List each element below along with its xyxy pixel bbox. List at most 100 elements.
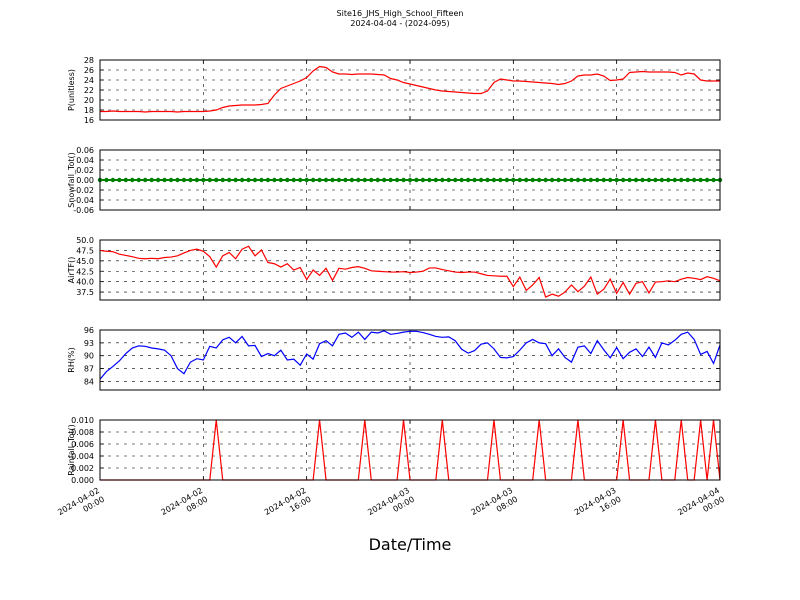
- x-axis-label: Date/Time: [369, 535, 452, 554]
- data-point: [259, 177, 264, 183]
- data-point: [272, 177, 277, 183]
- data-point: [433, 177, 439, 183]
- y-tick-label: -0.02: [73, 186, 94, 195]
- data-point: [498, 177, 503, 183]
- data-point: [485, 177, 490, 183]
- data-point: [278, 177, 284, 183]
- data-point: [291, 177, 296, 183]
- data-point: [627, 177, 632, 183]
- data-point: [646, 177, 652, 183]
- y-tick-label: 0.006: [71, 440, 94, 449]
- data-point: [672, 177, 677, 183]
- data-point: [356, 177, 361, 183]
- y-tick-label: 0.02: [76, 166, 94, 175]
- y-tick-label: 47.5: [76, 246, 94, 255]
- data-point: [407, 177, 413, 183]
- data-point: [588, 177, 594, 183]
- data-point: [214, 177, 219, 183]
- y-tick-label: 0.010: [71, 416, 94, 425]
- y-tick-label: 42.5: [76, 267, 94, 276]
- y-tick-label: 50.0: [76, 236, 94, 245]
- data-point: [162, 177, 167, 183]
- data-point: [123, 177, 129, 183]
- data-point: [117, 177, 122, 183]
- data-point: [640, 177, 645, 183]
- data-point: [704, 177, 710, 183]
- data-point: [201, 177, 206, 183]
- data-point: [666, 177, 671, 183]
- y-tick-label: 0.000: [71, 476, 94, 485]
- data-point: [188, 177, 193, 183]
- y-tick-label: 0.008: [71, 428, 94, 437]
- plot-frame: [99, 59, 721, 121]
- data-point: [369, 177, 374, 183]
- data-point: [504, 177, 510, 183]
- data-point: [440, 177, 445, 183]
- x-tick-label: 2024-04-0400:00: [676, 486, 726, 526]
- data-line: [100, 65, 720, 113]
- y-tick-label: 40.0: [76, 278, 94, 287]
- data-point: [530, 177, 535, 183]
- x-tick-label: 2024-04-0216:00: [263, 486, 313, 526]
- y-tick-label: 45.0: [76, 257, 94, 266]
- y-axis-label: RH(%): [67, 347, 76, 372]
- data-point: [414, 177, 419, 183]
- x-tick-label: 2024-04-0208:00: [160, 486, 210, 526]
- data-point: [633, 177, 639, 183]
- data-point: [601, 177, 606, 183]
- data-point: [543, 177, 548, 183]
- x-tick-label: 2024-04-0308:00: [470, 486, 520, 526]
- plot-frame: [99, 149, 721, 211]
- y-tick-label: 16: [84, 116, 94, 125]
- chart-title: Site16_JHS_High_School_Fifteen: [337, 9, 464, 18]
- y-axis-label: Rainfall_Tot(): [67, 424, 76, 476]
- data-point: [653, 177, 658, 183]
- data-point: [620, 177, 626, 183]
- y-tick-label: 0.06: [76, 146, 94, 155]
- data-point: [517, 177, 522, 183]
- y-tick-label: 0.00: [76, 176, 94, 185]
- y-tick-label: 28: [84, 56, 94, 65]
- y-tick-label: -0.04: [73, 196, 94, 205]
- data-point: [104, 177, 109, 183]
- y-tick-label: -0.06: [73, 206, 94, 215]
- data-point: [511, 177, 516, 183]
- data-point: [317, 177, 322, 183]
- y-tick-label: 93: [84, 339, 94, 348]
- data-point: [143, 177, 148, 183]
- data-point: [310, 177, 316, 183]
- data-point: [420, 177, 426, 183]
- y-tick-label: 84: [84, 377, 94, 386]
- data-point: [569, 177, 574, 183]
- data-point: [110, 177, 116, 183]
- data-point: [711, 177, 716, 183]
- data-point: [181, 177, 187, 183]
- data-point: [330, 177, 335, 183]
- data-point: [465, 177, 471, 183]
- data-point: [323, 177, 329, 183]
- data-point: [478, 177, 484, 183]
- data-point: [168, 177, 174, 183]
- data-point: [549, 177, 555, 183]
- data-point: [375, 177, 380, 183]
- y-tick-label: 0.002: [71, 464, 94, 473]
- y-tick-label: 18: [84, 106, 94, 115]
- data-point: [595, 177, 600, 183]
- data-point: [472, 177, 477, 183]
- data-point: [298, 177, 303, 183]
- x-tick-label: 2024-04-0316:00: [573, 486, 623, 526]
- data-point: [536, 177, 542, 183]
- data-point: [304, 177, 309, 183]
- data-point: [459, 177, 464, 183]
- data-point: [175, 177, 180, 183]
- data-point: [239, 177, 245, 183]
- y-tick-label: 24: [84, 76, 94, 85]
- data-point: [226, 177, 232, 183]
- data-point: [349, 177, 355, 183]
- plot-frame: [99, 329, 721, 391]
- x-tick-label: 2024-04-0300:00: [366, 486, 416, 526]
- data-point: [336, 177, 342, 183]
- data-point: [698, 177, 703, 183]
- y-axis-label: Snowfall_Tot(): [67, 152, 76, 208]
- data-point: [130, 177, 135, 183]
